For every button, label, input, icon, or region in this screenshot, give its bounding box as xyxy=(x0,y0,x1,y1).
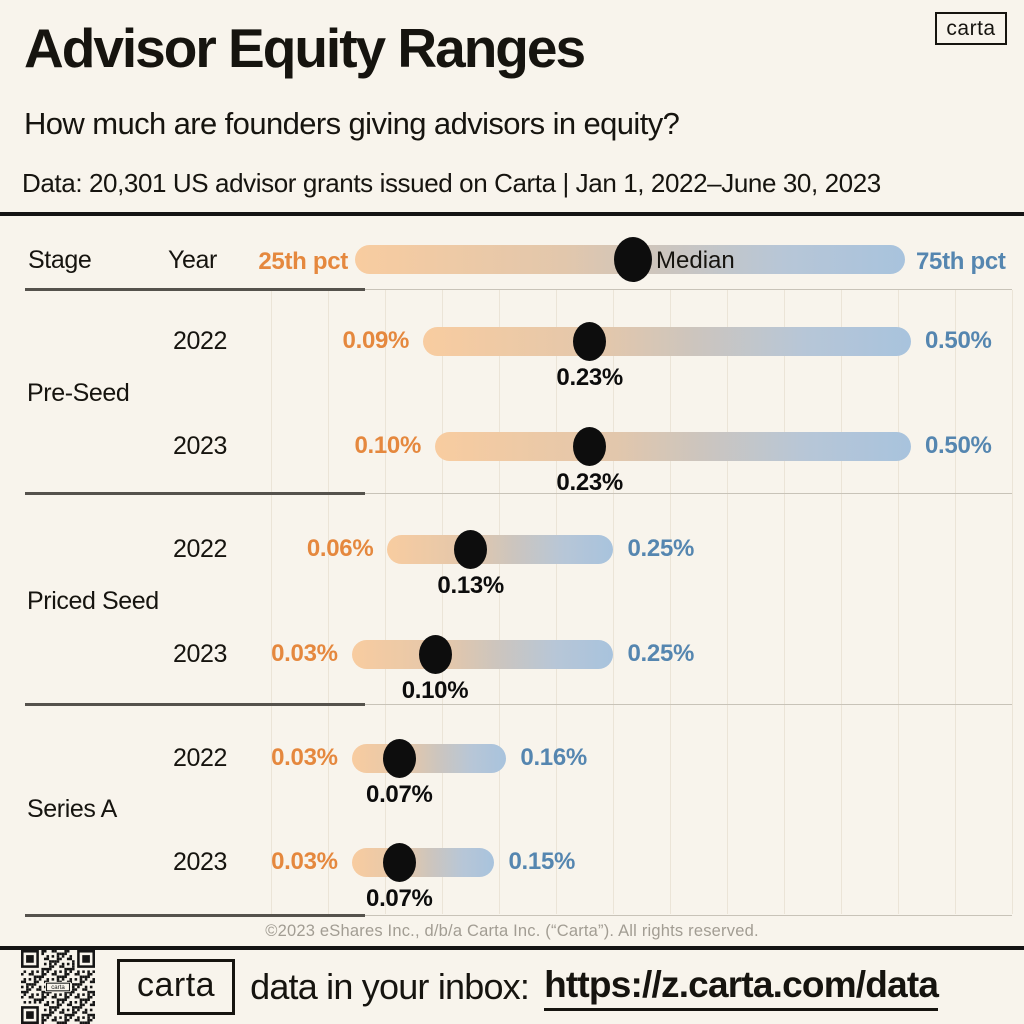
stage-label-series-a: Series A xyxy=(27,795,117,823)
gridline xyxy=(1012,290,1013,914)
range-bar xyxy=(351,639,614,669)
gridline xyxy=(385,290,386,914)
section-divider-left xyxy=(25,914,365,917)
section-divider-left xyxy=(25,492,365,495)
p25-value: 0.03% xyxy=(271,848,338,875)
p75-value: 0.50% xyxy=(925,432,992,459)
range-bar xyxy=(423,326,911,356)
range-bar xyxy=(351,743,507,773)
header-divider xyxy=(0,212,1024,216)
range-bar xyxy=(435,431,911,461)
gridline xyxy=(727,290,728,914)
section-divider-left xyxy=(25,703,365,706)
section-divider-right xyxy=(365,914,1012,916)
qr-code: carta xyxy=(21,950,95,1024)
year-label: 2023 xyxy=(172,432,227,460)
median-value: 0.23% xyxy=(556,364,623,391)
year-label: 2022 xyxy=(172,535,227,563)
gridline xyxy=(670,290,671,914)
carta-logo-text: carta xyxy=(946,16,996,40)
newsletter-url-link[interactable]: https://z.carta.com/data xyxy=(544,964,939,1011)
gridline xyxy=(898,290,899,914)
subtitle: How much are founders giving advisors in… xyxy=(24,106,680,141)
legend-median-label: Median xyxy=(656,247,735,274)
copyright-text: ©2023 eShares Inc., d/b/a Carta Inc. (“C… xyxy=(265,922,759,940)
gridline xyxy=(613,290,614,914)
p25-value: 0.03% xyxy=(271,640,338,667)
year-label: 2023 xyxy=(172,640,227,668)
median-dot xyxy=(382,842,416,882)
gridline xyxy=(442,290,443,914)
carta-logo-footer-text: carta xyxy=(137,966,216,1004)
p25-value: 0.06% xyxy=(306,535,374,562)
gridline xyxy=(556,290,557,914)
year-label: 2022 xyxy=(172,327,227,355)
median-dot xyxy=(573,321,607,361)
section-divider-right xyxy=(365,703,1012,705)
stage-label-pre-seed: Pre-Seed xyxy=(27,379,130,407)
median-value: 0.13% xyxy=(437,572,504,599)
median-dot xyxy=(454,529,488,569)
legend-median-dot xyxy=(614,237,652,282)
gridline xyxy=(841,290,842,914)
median-value: 0.07% xyxy=(366,781,433,808)
legend-75th-pct-label: 75th pct xyxy=(916,248,1006,275)
p25-value: 0.09% xyxy=(342,327,410,354)
gridline xyxy=(784,290,785,914)
median-dot xyxy=(382,738,416,778)
footer-divider xyxy=(0,946,1024,950)
year-label: 2023 xyxy=(172,848,227,876)
section-divider-right xyxy=(365,492,1012,494)
p75-value: 0.15% xyxy=(508,848,576,875)
gridline xyxy=(955,290,956,914)
footer-bar: carta data in your inbox: https://z.cart… xyxy=(117,958,1010,1016)
legend-25th-pct-label: 25th pct xyxy=(258,248,348,275)
section-divider-right xyxy=(365,288,1012,290)
median-dot xyxy=(418,634,452,674)
stage-column-header: Stage xyxy=(28,246,92,274)
p75-value: 0.16% xyxy=(520,744,587,771)
carta-logo: carta xyxy=(935,12,1007,45)
range-bar xyxy=(387,534,614,564)
gridline xyxy=(328,290,329,914)
median-value: 0.07% xyxy=(366,885,433,912)
p25-value: 0.10% xyxy=(354,432,421,459)
stage-label-priced-seed: Priced Seed xyxy=(27,587,159,615)
median-value: 0.10% xyxy=(401,677,469,704)
p75-value: 0.50% xyxy=(925,327,992,354)
median-dot xyxy=(573,426,607,466)
gridline xyxy=(271,290,272,914)
section-divider-left xyxy=(25,288,365,291)
p75-value: 0.25% xyxy=(627,640,695,667)
year-label: 2022 xyxy=(172,744,227,772)
median-value: 0.23% xyxy=(556,469,623,496)
data-source-note: Data: 20,301 US advisor grants issued on… xyxy=(22,168,881,198)
svg-text:carta: carta xyxy=(51,984,65,991)
carta-logo-footer: carta xyxy=(117,959,236,1015)
gridline xyxy=(499,290,500,914)
page-title: Advisor Equity Ranges xyxy=(24,17,586,79)
year-column-header: Year xyxy=(168,246,217,274)
p75-value: 0.25% xyxy=(627,535,695,562)
range-bar xyxy=(351,847,495,877)
p25-value: 0.03% xyxy=(271,744,338,771)
cta-text: data in your inbox: xyxy=(250,966,530,1007)
